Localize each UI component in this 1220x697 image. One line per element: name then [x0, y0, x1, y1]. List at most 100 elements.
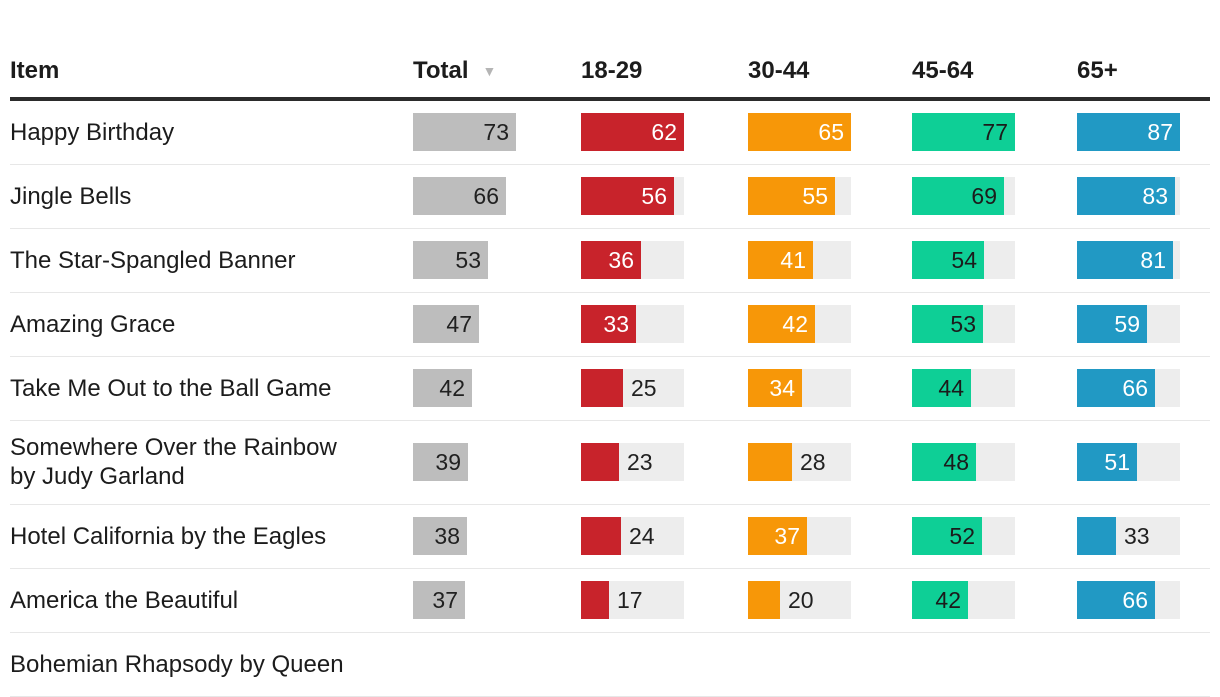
item-label: America the Beautiful — [10, 586, 239, 614]
bar-track-30-44: 37 — [748, 517, 851, 555]
bar-value: 51 — [1104, 449, 1130, 475]
bar-cell-45-64: 69 — [912, 177, 1077, 215]
bar-65+ — [1077, 517, 1116, 555]
row-divider — [10, 164, 1210, 165]
bar-18-29 — [581, 305, 636, 343]
bar-total — [413, 177, 506, 215]
bar-value: 38 — [434, 523, 460, 549]
bar-45-64 — [912, 517, 982, 555]
bar-track-45-64: 52 — [912, 517, 1015, 555]
bar-30-44 — [748, 581, 780, 619]
bar-cell-45-64: 53 — [912, 305, 1077, 343]
row-divider — [10, 504, 1210, 505]
bar-value: 41 — [780, 247, 806, 273]
bar-value: 42 — [782, 311, 808, 337]
bar-65+ — [1077, 581, 1155, 619]
bar-track-65+: 66 — [1077, 581, 1180, 619]
bar-cell-30-44: 65 — [748, 113, 912, 151]
table-row: Hotel California by the Eagles 38 24 37 52 3… — [10, 505, 1220, 568]
bar-total — [413, 369, 472, 407]
bar-value: 42 — [935, 587, 961, 613]
bar-value: 44 — [938, 375, 964, 401]
bar-cell-18-29: 36 — [581, 241, 748, 279]
sort-desc-icon[interactable]: ▼ — [482, 62, 497, 79]
bar-track-45-64: 44 — [912, 369, 1015, 407]
bar-value: 48 — [943, 449, 969, 475]
bar-total — [413, 517, 467, 555]
table-body: Happy Birthday 73 62 65 77 87 Jingle Bells 6… — [10, 101, 1220, 697]
bar-track-65+: 51 — [1077, 443, 1180, 481]
item-cell: Take Me Out to the Ball Game — [10, 369, 413, 407]
bar-track-18-29: 24 — [581, 517, 684, 555]
bar-value: 39 — [435, 449, 461, 475]
column-header-total[interactable]: Total ▼ — [413, 57, 581, 85]
column-header-18-29-label: 18-29 — [581, 56, 643, 84]
column-header-30-44[interactable]: 30-44 — [748, 57, 912, 85]
bar-value: 55 — [802, 183, 828, 209]
bar-65+ — [1077, 113, 1180, 151]
bar-cell-total — [413, 645, 581, 683]
bar-value: 56 — [641, 183, 667, 209]
item-cell: Amazing Grace — [10, 305, 413, 343]
bar-value: 87 — [1147, 119, 1173, 145]
bar-18-29 — [581, 443, 619, 481]
table-row: Jingle Bells 66 56 55 69 83 — [10, 165, 1220, 228]
bar-18-29 — [581, 113, 684, 151]
bar-cell-total: 42 — [413, 369, 581, 407]
bar-30-44 — [748, 517, 807, 555]
bar-track-18-29: 17 — [581, 581, 684, 619]
bar-65+ — [1077, 443, 1137, 481]
column-header-65plus[interactable]: 65+ — [1077, 57, 1180, 85]
bar-track-65+: 33 — [1077, 517, 1180, 555]
bar-30-44 — [748, 113, 851, 151]
bar-track-30-44: 34 — [748, 369, 851, 407]
item-cell: Somewhere Over the Rainbow by Judy Garla… — [10, 433, 413, 491]
bar-value: 59 — [1114, 311, 1140, 337]
column-header-18-29[interactable]: 18-29 — [581, 57, 748, 85]
row-divider — [10, 356, 1210, 357]
bar-track-total: 39 — [413, 443, 516, 481]
bar-cell-18-29: 56 — [581, 177, 748, 215]
bar-value: 33 — [603, 311, 629, 337]
bar-value: 83 — [1142, 183, 1168, 209]
bar-cell-65+: 66 — [1077, 581, 1180, 619]
bar-value: 23 — [627, 449, 653, 475]
table-row: Bohemian Rhapsody by Queen — [10, 633, 1220, 696]
bar-value: 17 — [617, 587, 643, 613]
bar-cell-18-29: 23 — [581, 443, 748, 481]
bar-track-65+: 59 — [1077, 305, 1180, 343]
bar-30-44 — [748, 443, 792, 481]
bar-cell-total: 47 — [413, 305, 581, 343]
bar-cell-45-64: 42 — [912, 581, 1077, 619]
bar-value: 66 — [1122, 375, 1148, 401]
bar-value: 37 — [774, 523, 800, 549]
bar-45-64 — [912, 443, 976, 481]
bar-value: 53 — [950, 311, 976, 337]
bar-cell-18-29: 33 — [581, 305, 748, 343]
item-cell: The Star-Spangled Banner — [10, 241, 413, 279]
bar-track-65+: 87 — [1077, 113, 1180, 151]
bar-track-65+: 83 — [1077, 177, 1180, 215]
bar-total — [413, 241, 488, 279]
bar-cell-30-44: 28 — [748, 443, 912, 481]
bar-value: 54 — [951, 247, 977, 273]
bar-45-64 — [912, 177, 1004, 215]
bar-track-45-64: 42 — [912, 581, 1015, 619]
bar-18-29 — [581, 177, 674, 215]
bar-value: 25 — [631, 375, 657, 401]
bar-45-64 — [912, 369, 971, 407]
bar-track-30-44: 55 — [748, 177, 851, 215]
item-label: Somewhere Over the Rainbow by Judy Garla… — [10, 434, 337, 490]
bar-value: 20 — [788, 587, 814, 613]
bar-45-64 — [912, 241, 984, 279]
bar-cell-45-64 — [912, 645, 1077, 683]
bar-track-18-29: 25 — [581, 369, 684, 407]
column-header-45-64[interactable]: 45-64 — [912, 57, 1077, 85]
bar-cell-18-29: 17 — [581, 581, 748, 619]
bar-value: 66 — [1122, 587, 1148, 613]
bar-cell-18-29: 62 — [581, 113, 748, 151]
bar-total — [413, 113, 516, 151]
bar-cell-30-44: 41 — [748, 241, 912, 279]
bar-track-30-44: 41 — [748, 241, 851, 279]
